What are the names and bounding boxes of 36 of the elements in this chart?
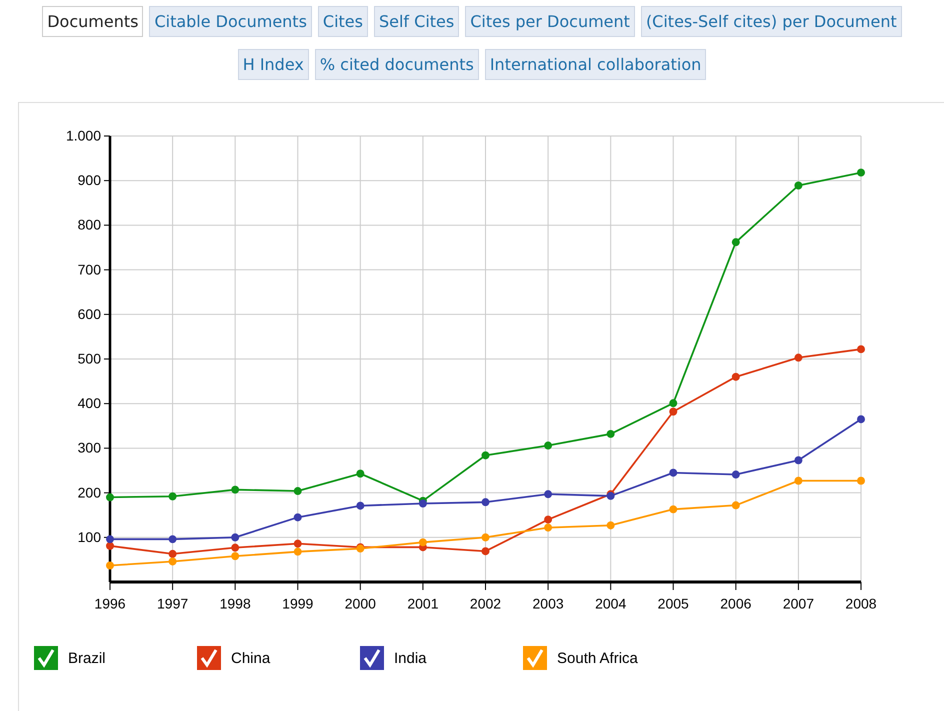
x-tick-label: 2005 (658, 595, 690, 612)
x-tick-label: 1999 (282, 595, 314, 612)
text: Self Cites (374, 6, 460, 37)
y-tick-label: 400 (78, 395, 102, 412)
y-tick-label: 700 (78, 261, 102, 278)
legend-label: Brazil (68, 650, 106, 667)
x-tick-label: 2002 (470, 595, 502, 612)
x-tick-label: 2000 (344, 595, 376, 612)
y-tick-label: 1.000 (66, 127, 102, 144)
x-tick-label: 2008 (845, 595, 877, 612)
y-tick-label: 900 (78, 172, 102, 188)
y-tick-label: 200 (78, 484, 102, 500)
x-tick-label: 1997 (157, 595, 188, 612)
x-tick-label: 2003 (532, 595, 564, 612)
x-tick-label: 1998 (220, 595, 251, 612)
x-tick-label: 2001 (407, 595, 439, 612)
text: Cites per Document (465, 6, 635, 37)
legend-label: China (231, 650, 271, 667)
text: Citable Documents (149, 6, 312, 37)
text: Cites (318, 6, 368, 37)
legend-label: South Africa (557, 650, 639, 667)
legend-label: India (394, 650, 428, 667)
text: H Index (238, 49, 309, 80)
x-tick-label: 2004 (595, 595, 626, 612)
y-tick-label: 600 (78, 306, 102, 322)
x-tick-label: 2006 (720, 595, 752, 612)
y-tick-label: 500 (78, 350, 102, 366)
x-tick-label: 2007 (782, 595, 814, 612)
y-tick-label: 800 (78, 216, 102, 233)
x-tick-label: 1996 (94, 595, 126, 612)
text: (Cites-Self cites) per Document (640, 6, 902, 37)
y-tick-label: 300 (78, 440, 102, 456)
text: International collaboration (484, 49, 706, 80)
y-tick-label: 100 (78, 528, 102, 545)
text: Documents (42, 6, 144, 37)
text: % cited documents (314, 49, 479, 80)
